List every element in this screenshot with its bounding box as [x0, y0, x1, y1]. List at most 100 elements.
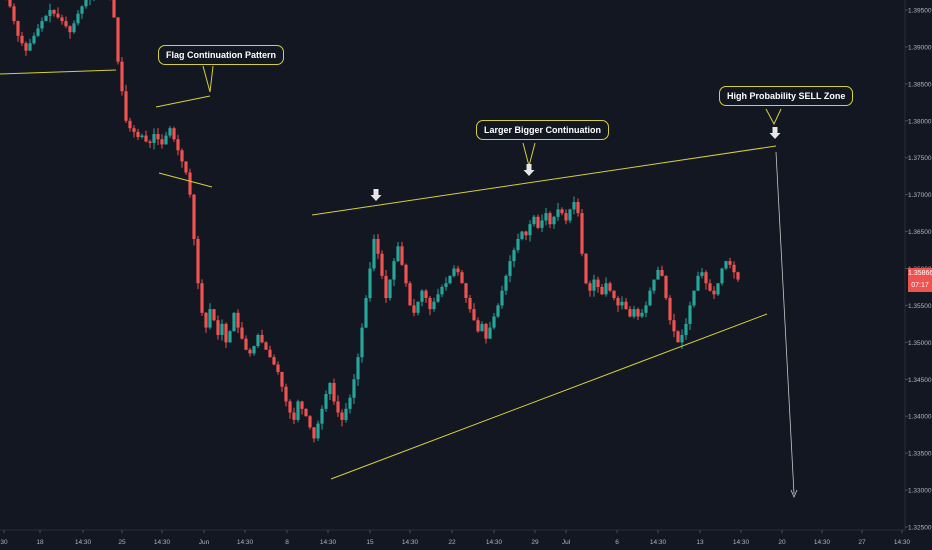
candle-body [632, 309, 636, 317]
candle-body [456, 268, 460, 273]
candle-body [164, 135, 168, 145]
candle-body [624, 301, 628, 310]
time-tick-label: 6 [615, 539, 619, 546]
candle-body [380, 253, 384, 276]
candle-body [160, 139, 164, 145]
price-tick-label: 1.39500 [908, 8, 932, 15]
time-tick-label: 13 [696, 539, 704, 546]
time-tick-label: 14:30 [154, 539, 171, 546]
time-tick-label: 25 [118, 539, 126, 546]
flag-continuation-callout[interactable]: Flag Continuation Pattern [158, 45, 284, 65]
candle-body [256, 334, 260, 347]
candle-body [420, 290, 424, 302]
candle-body [272, 357, 276, 365]
candle-body [172, 128, 176, 140]
candle-body [564, 213, 568, 221]
time-tick-label: 14:30 [402, 539, 419, 546]
candle-body [600, 286, 604, 295]
candle-body [436, 294, 440, 302]
time-tick-label: 30 [0, 539, 8, 546]
price-tick-label: 1.33500 [908, 451, 932, 458]
down-arrow-icon [370, 189, 382, 201]
time-tick-label: 20 [778, 539, 786, 546]
candle-body [16, 21, 20, 36]
candle-body [280, 371, 284, 387]
larger-bigger-continuation-callout[interactable]: Larger Bigger Continuation [476, 120, 609, 140]
candle-body [540, 220, 544, 228]
flag-base-line [0, 69, 117, 75]
candle-body [388, 279, 392, 299]
candle-body [400, 246, 404, 265]
projected-sell-path [775, 151, 795, 495]
candle-body [392, 261, 396, 280]
candle-body [628, 309, 632, 317]
candle-body [480, 323, 484, 332]
candle-body [128, 120, 132, 129]
candle-body [504, 275, 508, 291]
candle-body [80, 6, 84, 14]
candle-body [224, 323, 228, 343]
candle-body [508, 261, 512, 276]
candle-body [560, 209, 564, 214]
candle-body [676, 331, 680, 343]
candle-body [260, 334, 264, 343]
candle-body [636, 309, 640, 317]
candle-body [68, 26, 72, 33]
candle-body [204, 312, 208, 328]
price-tick-label: 1.38000 [908, 118, 932, 125]
candle-body [424, 290, 428, 299]
candle-body [56, 13, 60, 18]
time-tick-label: 27 [858, 539, 866, 546]
candle-body [492, 316, 496, 328]
lower-support-trendline [330, 313, 768, 480]
high-probability-sell-callout[interactable]: High Probability SELL Zone [719, 86, 854, 106]
candle-body [216, 320, 220, 335]
candle-body [544, 213, 548, 221]
time-tick-label: 14:30 [814, 539, 831, 546]
last-price-value: 1.35866 [908, 270, 932, 277]
candle-body [460, 272, 464, 284]
candle-body [712, 290, 716, 295]
candle-body [444, 283, 448, 287]
candle-body [348, 397, 352, 409]
candle-body [376, 238, 380, 254]
candle-body [660, 269, 664, 276]
candle-body [208, 309, 212, 328]
candle-body [36, 28, 40, 36]
candle-body [240, 327, 244, 339]
time-tick-label: 14:30 [894, 539, 911, 546]
candle-body [652, 279, 656, 291]
time-tick-label: 14:30 [75, 539, 92, 546]
candle-body [144, 135, 148, 142]
time-tick-label: 22 [448, 539, 456, 546]
candle-body [180, 150, 184, 162]
candle-body [428, 298, 432, 310]
candle-body [732, 264, 736, 273]
candle-body [32, 35, 36, 44]
candle-body [140, 135, 144, 138]
price-tick-label: 1.37000 [908, 192, 932, 199]
price-tick-label: 1.35500 [908, 303, 932, 310]
candle-body [20, 35, 24, 44]
candle-body [288, 401, 292, 413]
candle-body [364, 298, 368, 328]
candle-body [344, 408, 348, 420]
candle-body [284, 386, 288, 402]
candle-body [48, 10, 52, 16]
candle-body [696, 275, 700, 291]
continuation-callout-pointer [522, 142, 536, 168]
candle-body [368, 268, 372, 299]
time-tick-label: 15 [366, 539, 374, 546]
candle-body [708, 283, 712, 291]
candle-body [572, 202, 576, 210]
candle-body [356, 357, 360, 380]
candle-body [616, 298, 620, 306]
candle-body [308, 416, 312, 428]
candle-body [304, 408, 308, 417]
candle-body [384, 275, 388, 299]
candle-body [320, 408, 324, 424]
candle-body [700, 272, 704, 276]
candle-body [300, 401, 304, 409]
candle-body [332, 382, 336, 402]
